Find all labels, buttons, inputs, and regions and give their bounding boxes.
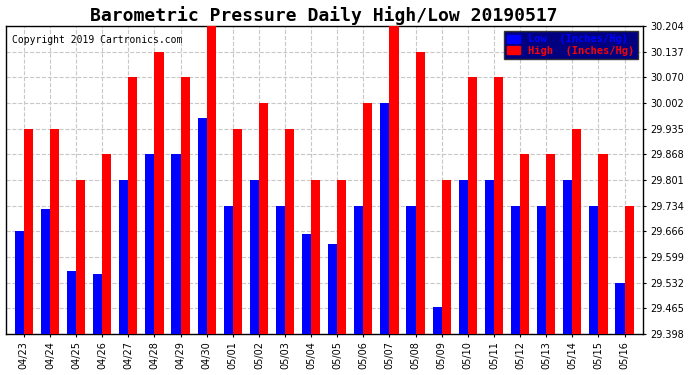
- Bar: [146, 154, 155, 334]
- Bar: [415, 52, 425, 334]
- Bar: [520, 154, 529, 334]
- Bar: [76, 180, 85, 334]
- Bar: [615, 283, 624, 334]
- Bar: [155, 52, 164, 334]
- Bar: [302, 234, 311, 334]
- Bar: [337, 180, 346, 334]
- Bar: [389, 26, 399, 334]
- Bar: [354, 206, 364, 334]
- Legend: Low  (Inches/Hg), High  (Inches/Hg): Low (Inches/Hg), High (Inches/Hg): [504, 31, 638, 58]
- Bar: [285, 129, 294, 334]
- Bar: [537, 206, 546, 334]
- Bar: [328, 244, 337, 334]
- Bar: [259, 103, 268, 334]
- Bar: [433, 307, 442, 334]
- Bar: [224, 206, 233, 334]
- Bar: [511, 206, 520, 334]
- Bar: [624, 206, 633, 334]
- Bar: [572, 129, 582, 334]
- Bar: [171, 154, 181, 334]
- Bar: [233, 129, 242, 334]
- Text: Copyright 2019 Cartronics.com: Copyright 2019 Cartronics.com: [12, 35, 182, 45]
- Bar: [206, 26, 216, 334]
- Bar: [197, 118, 206, 334]
- Bar: [24, 129, 33, 334]
- Bar: [119, 180, 128, 334]
- Bar: [67, 271, 76, 334]
- Bar: [128, 77, 137, 334]
- Bar: [406, 206, 415, 334]
- Bar: [459, 180, 468, 334]
- Bar: [276, 206, 285, 334]
- Bar: [311, 180, 320, 334]
- Bar: [181, 77, 190, 334]
- Bar: [50, 129, 59, 334]
- Title: Barometric Pressure Daily High/Low 20190517: Barometric Pressure Daily High/Low 20190…: [90, 6, 558, 24]
- Bar: [41, 209, 50, 334]
- Bar: [494, 77, 503, 334]
- Bar: [442, 180, 451, 334]
- Bar: [563, 180, 572, 334]
- Bar: [485, 180, 494, 334]
- Bar: [364, 103, 373, 334]
- Bar: [598, 154, 608, 334]
- Bar: [93, 274, 102, 334]
- Bar: [468, 77, 477, 334]
- Bar: [546, 154, 555, 334]
- Bar: [14, 231, 24, 334]
- Bar: [589, 206, 598, 334]
- Bar: [380, 103, 389, 334]
- Bar: [250, 180, 259, 334]
- Bar: [102, 154, 111, 334]
